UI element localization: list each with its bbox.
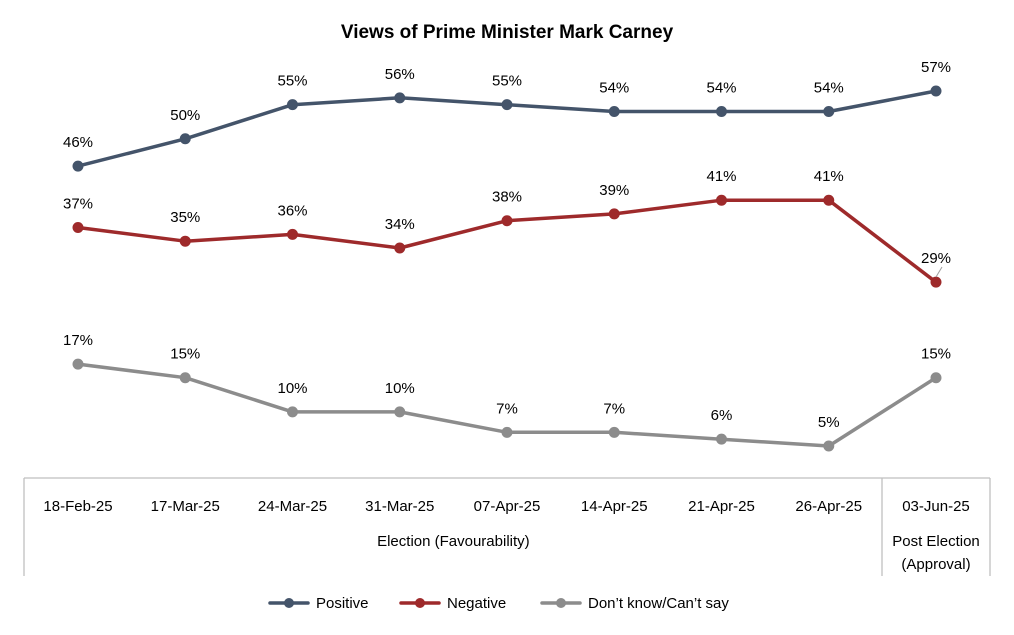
data-label-don-t-know-can-t-say: 10% <box>277 380 307 397</box>
data-label-positive: 54% <box>706 79 736 96</box>
legend-label: Don’t know/Can’t say <box>588 595 729 612</box>
data-point-don-t-know-can-t-say <box>501 426 513 438</box>
data-point-negative <box>72 222 84 234</box>
data-label-don-t-know-can-t-say: 7% <box>496 400 518 417</box>
x-tick-label: 07-Apr-25 <box>474 498 541 515</box>
x-tick-label: 18-Feb-25 <box>43 498 112 515</box>
data-point-positive <box>394 92 406 104</box>
plot-area: 46%50%55% 56% 55% 54% 54% 54%57%37%35% 36%34%3… <box>63 59 951 452</box>
data-point-negative <box>930 276 942 288</box>
legend-label: Positive <box>316 595 369 612</box>
series-positive: 46% 50% 55% 56% 55% 54% 54% 54% 57% <box>63 59 951 172</box>
legend: Positive Negative Don’t know/Can’t say <box>268 595 729 612</box>
data-label-negative: 38% <box>492 189 522 206</box>
series-negative: 37% 35% 36% 34% 38% 39% 41% 41% 29% <box>63 168 951 288</box>
legend-item-don-t-know-can-t-say: Don’t know/Can’t say <box>540 595 729 612</box>
data-label-positive: 54% <box>599 79 629 96</box>
data-point-negative <box>501 215 513 227</box>
data-point-positive <box>608 105 620 117</box>
data-label-positive: 56% <box>385 66 415 83</box>
data-label-positive: 46% <box>63 134 93 151</box>
data-label-don-t-know-can-t-say: 5% <box>818 414 840 431</box>
data-point-don-t-know-can-t-say <box>394 406 406 418</box>
x-tick-label: 14-Apr-25 <box>581 498 648 515</box>
data-point-positive <box>72 160 84 172</box>
data-point-negative <box>716 194 727 206</box>
data-point-negative <box>179 235 191 247</box>
x-tick-label: 17-Mar-25 <box>151 498 220 515</box>
category-group-label: Election (Favourability) <box>377 533 530 550</box>
data-label-negative: 41% <box>814 168 844 185</box>
legend-item-negative: Negative <box>399 595 506 612</box>
data-point-don-t-know-can-t-say <box>72 358 84 370</box>
data-point-positive <box>179 133 191 145</box>
x-tick-label: 24-Mar-25 <box>258 498 327 515</box>
data-point-negative <box>394 242 406 254</box>
data-point-don-t-know-can-t-say <box>716 433 727 445</box>
data-label-positive: 50% <box>170 107 200 124</box>
data-point-positive <box>930 85 942 97</box>
data-label-negative: 41% <box>706 168 736 185</box>
data-point-don-t-know-can-t-say <box>287 406 298 418</box>
legend-label: Negative <box>447 595 506 612</box>
data-point-negative <box>287 228 298 240</box>
legend-swatch-marker <box>415 598 425 608</box>
data-point-positive <box>287 99 298 111</box>
data-label-positive: 55% <box>277 73 307 90</box>
data-label-negative: 37% <box>63 196 93 213</box>
data-label-don-t-know-can-t-say: 15% <box>170 346 200 363</box>
data-label-don-t-know-can-t-say: 15% <box>921 346 951 363</box>
data-point-positive <box>716 105 727 117</box>
data-point-negative <box>608 208 620 220</box>
data-label-negative: 39% <box>599 182 629 199</box>
data-point-don-t-know-can-t-say <box>179 372 191 384</box>
data-point-don-t-know-can-t-say <box>608 426 620 438</box>
data-point-don-t-know-can-t-say <box>823 440 835 452</box>
data-label-leader-line <box>935 266 943 278</box>
data-label-negative: 35% <box>170 209 200 226</box>
data-label-positive: 55% <box>492 73 522 90</box>
legend-item-positive: Positive <box>268 595 369 612</box>
data-label-positive: 57% <box>921 59 951 76</box>
x-tick-label: 21-Apr-25 <box>688 498 755 515</box>
data-label-positive: 54% <box>814 79 844 96</box>
data-label-negative: 29% <box>921 250 951 267</box>
data-point-positive <box>823 105 835 117</box>
data-label-don-t-know-can-t-say: 17% <box>63 332 93 349</box>
category-group-label: Post Election <box>892 533 980 550</box>
legend-swatch-marker <box>284 598 294 608</box>
x-tick-label: 31-Mar-25 <box>365 498 434 515</box>
series-don-t-know-can-t-say: 17% 15% 10% 10% 7% 7% 6% 5% 15% <box>63 332 951 452</box>
data-point-don-t-know-can-t-say <box>930 372 942 384</box>
data-point-positive <box>501 99 513 111</box>
data-label-negative: 36% <box>277 202 307 219</box>
category-group-label: (Approval) <box>901 556 970 573</box>
data-label-don-t-know-can-t-say: 6% <box>711 407 733 424</box>
x-tick-label: 26-Apr-25 <box>795 498 862 515</box>
legend-swatch-marker <box>556 598 566 608</box>
series-line-negative <box>76 198 938 284</box>
chart-title: Views of Prime Minister Mark Carney <box>341 22 674 43</box>
data-label-don-t-know-can-t-say: 10% <box>385 380 415 397</box>
x-tick-label: 03-Jun-25 <box>902 498 970 515</box>
data-point-negative <box>823 194 835 206</box>
category-axis-table: 18-Feb-25 17-Mar-25 24-Mar-25 31-Mar-25 07-A… <box>23 477 991 576</box>
data-label-don-t-know-can-t-say: 7% <box>603 400 625 417</box>
data-label-negative: 34% <box>385 216 415 233</box>
